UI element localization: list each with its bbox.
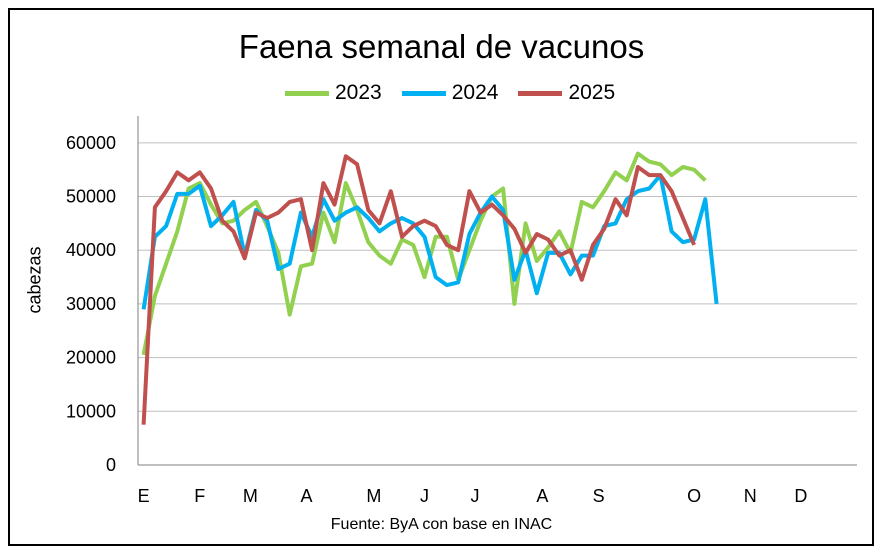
x-tick-label: M bbox=[243, 486, 258, 506]
x-tick-label: D bbox=[794, 486, 807, 506]
chart-legend: 2023 2024 2025 bbox=[285, 80, 635, 106]
y-tick-label: 40000 bbox=[66, 240, 116, 260]
x-tick-label: N bbox=[744, 486, 757, 506]
x-tick-label: S bbox=[593, 486, 605, 506]
chart-source: Fuente: ByA con base en INAC bbox=[330, 516, 553, 533]
y-tick-label: 20000 bbox=[66, 348, 116, 368]
legend-item-2025: 2025 bbox=[518, 81, 615, 105]
legend-swatch bbox=[401, 90, 446, 96]
series-line-2023 bbox=[141, 151, 707, 356]
x-tick-label: M bbox=[366, 486, 381, 506]
legend-swatch bbox=[285, 90, 329, 96]
chart-title: Faena semanal de vacunos bbox=[238, 28, 645, 65]
x-tick-label: O bbox=[687, 486, 701, 506]
y-tick-label: 0 bbox=[106, 455, 116, 475]
legend-label: 2023 bbox=[335, 81, 382, 104]
legend-label: 2024 bbox=[451, 81, 499, 104]
x-tick-label: J bbox=[471, 486, 480, 506]
legend-swatch bbox=[518, 90, 563, 96]
series-line-2024 bbox=[141, 173, 719, 310]
series-line-2025 bbox=[141, 154, 696, 425]
y-tick-label: 30000 bbox=[66, 294, 116, 314]
x-tick-label: E bbox=[138, 486, 150, 506]
x-tick-label: A bbox=[301, 486, 313, 506]
legend-item-2024: 2024 bbox=[401, 81, 499, 105]
y-tick-label: 60000 bbox=[66, 133, 116, 153]
y-tick-label: 10000 bbox=[66, 401, 116, 421]
legend-item-2023: 2023 bbox=[285, 81, 382, 105]
x-tick-label: F bbox=[194, 486, 205, 506]
legend-label: 2025 bbox=[568, 81, 616, 104]
x-tick-label: A bbox=[536, 486, 548, 506]
x-tick-label: J bbox=[420, 486, 429, 506]
y-tick-label: 50000 bbox=[66, 187, 116, 207]
